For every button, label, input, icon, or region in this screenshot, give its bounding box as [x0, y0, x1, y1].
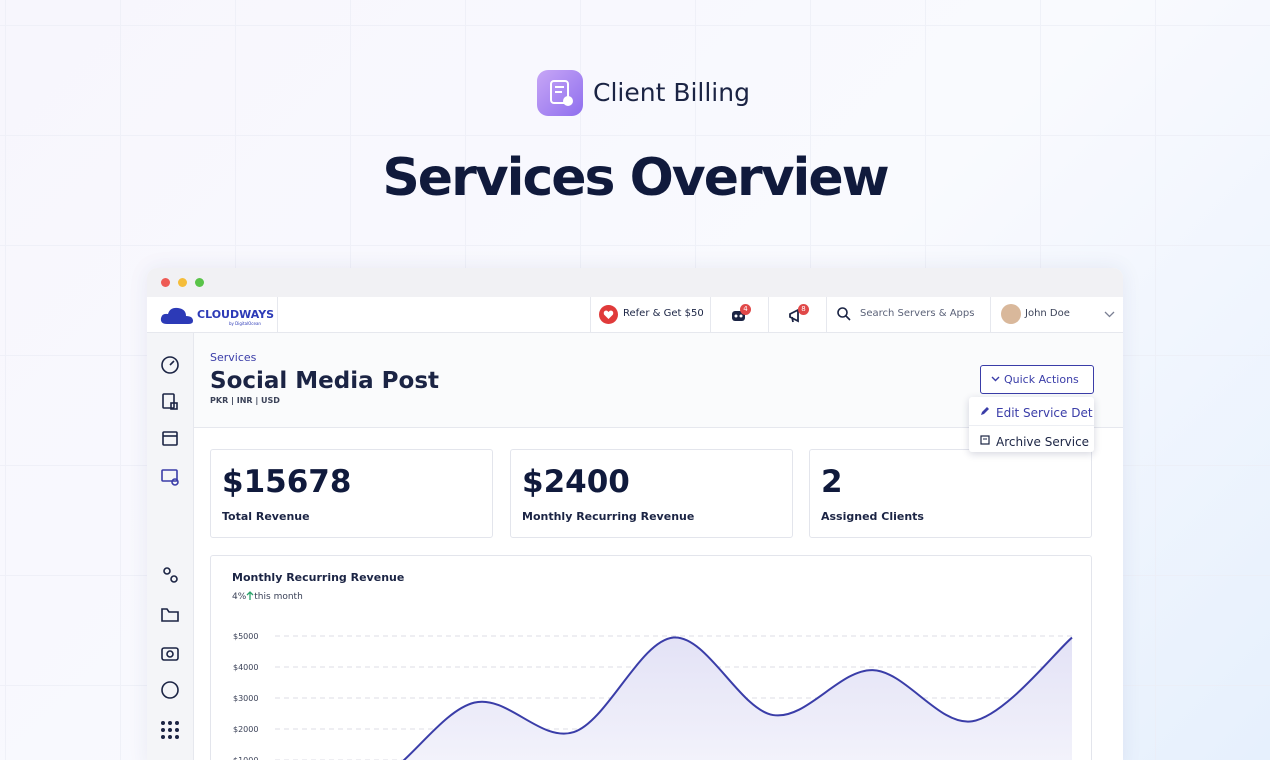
- heading: Services Overview: [382, 148, 889, 208]
- bot-button[interactable]: 4: [710, 297, 769, 332]
- top-nav: [147, 297, 1123, 333]
- app-icon: [537, 70, 583, 116]
- stat-card: $15678 Total Revenue: [210, 449, 493, 538]
- y-tick-label: $2000: [233, 725, 258, 734]
- chart-change: 4% this month: [232, 591, 303, 602]
- y-tick-label: $1000: [233, 756, 258, 760]
- y-tick-label: $5000: [233, 632, 258, 641]
- window-bar: [147, 268, 1123, 297]
- y-tick-label: $4000: [233, 663, 258, 672]
- button-label: Quick Actions: [1004, 373, 1079, 386]
- stat-label: Total Revenue: [222, 510, 310, 523]
- badge: 8: [798, 304, 809, 315]
- search-placeholder: Search Servers & Apps: [860, 308, 975, 319]
- stat-value: $2400: [522, 464, 630, 500]
- search-box[interactable]: Search Servers & Apps: [826, 297, 991, 332]
- brand-logo: [160, 307, 193, 324]
- y-tick-label: $3000: [233, 694, 258, 703]
- quick-actions-button[interactable]: Quick Actions: [980, 365, 1094, 394]
- area: [404, 637, 1072, 760]
- brand: CLOUDWAYS: [197, 308, 275, 321]
- notification-button[interactable]: 8: [768, 297, 827, 332]
- menu-item[interactable]: Edit Service Det: [996, 406, 1093, 420]
- stat-label: Assigned Clients: [821, 510, 924, 523]
- refer-text: Refer & Get $50: [623, 308, 704, 319]
- sidebar: [147, 333, 194, 760]
- user-name: John Doe: [1025, 308, 1070, 319]
- stat-label: Monthly Recurring Revenue: [522, 510, 695, 523]
- change-value: 4%: [232, 592, 247, 602]
- user-menu[interactable]: John Doe: [990, 297, 1123, 332]
- currencies: PKR | INR | USD: [210, 396, 280, 405]
- dropdown-menu: Edit Service Det Archive Service: [969, 397, 1094, 452]
- app-name: Client Billing: [593, 78, 750, 107]
- refer-button[interactable]: Refer & Get $50: [590, 297, 711, 332]
- stat-value: 2: [821, 464, 843, 500]
- brand-sub: by DigitalOcean: [229, 321, 261, 326]
- change-suffix: this month: [254, 592, 303, 602]
- stat-card: 2 Assigned Clients: [809, 449, 1092, 538]
- line: [402, 636, 1073, 760]
- chart-title: Monthly Recurring Revenue: [232, 571, 405, 584]
- stat-value: $15678: [222, 464, 352, 500]
- stat-card: $2400 Monthly Recurring Revenue: [510, 449, 793, 538]
- page-header: [194, 333, 1123, 428]
- page-title: Social Media Post: [210, 368, 440, 394]
- menu-item[interactable]: Archive Service: [996, 435, 1090, 449]
- badge: 4: [740, 304, 751, 315]
- breadcrumb[interactable]: Services: [210, 351, 257, 364]
